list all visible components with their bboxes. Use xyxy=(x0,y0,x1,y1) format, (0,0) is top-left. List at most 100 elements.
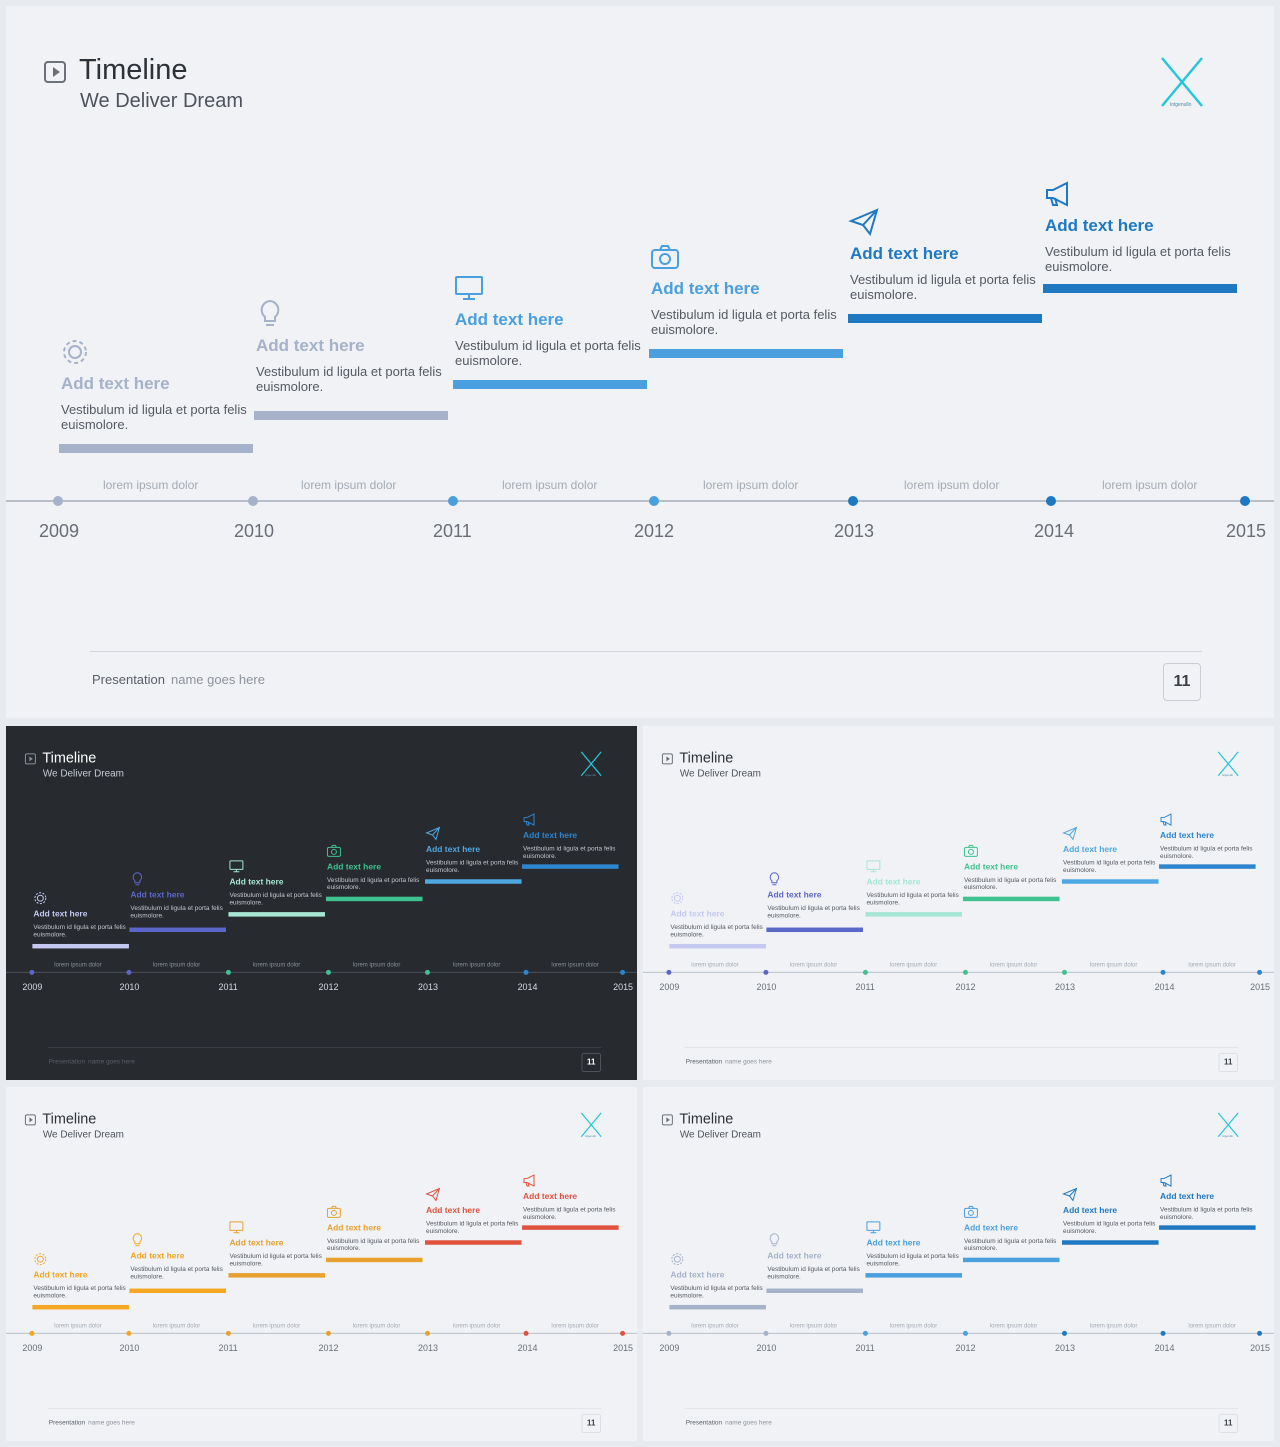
segment-label: lorem ipsum dolor xyxy=(301,478,397,492)
block-description: Vestibulum id ligula et porta felis euis… xyxy=(1160,844,1253,860)
footer-presentation: Presentation xyxy=(685,1057,723,1065)
block-heading: Add text here xyxy=(130,1251,185,1261)
block-bar xyxy=(325,1257,423,1263)
block-bar xyxy=(1062,1240,1159,1245)
block-description: Vestibulum id ligula et porta felis euis… xyxy=(1045,244,1231,274)
block-heading: Add text here xyxy=(326,861,382,872)
block-bar xyxy=(32,943,129,949)
megaphone-icon xyxy=(523,1174,535,1187)
megaphone-icon xyxy=(1160,1174,1172,1187)
timeline-dot xyxy=(523,1330,529,1336)
play-icon[interactable] xyxy=(661,1114,673,1126)
year-label: 2014 xyxy=(1154,1343,1175,1354)
monitor-icon xyxy=(866,1221,881,1234)
slide-stage: Timeline We Deliver Dream lotgenullo Add… xyxy=(6,726,637,1080)
block-heading: Add text here xyxy=(1160,830,1215,840)
block-bar xyxy=(848,314,1042,323)
x-logo-icon xyxy=(1217,751,1239,777)
year-label: 2014 xyxy=(1034,521,1075,541)
slide-subtitle: We Deliver Dream xyxy=(42,1128,124,1140)
block-bar xyxy=(1159,1225,1256,1230)
play-icon[interactable] xyxy=(661,753,673,765)
year-label: 2010 xyxy=(234,521,275,541)
slide-light-multicolor-variant[interactable]: Timeline We Deliver Dream lotgenullo Add… xyxy=(643,726,1274,1080)
year-label: 2010 xyxy=(119,1343,140,1354)
block-description: Vestibulum id ligula et porta felis euis… xyxy=(455,338,641,368)
segment-label: lorem ipsum dolor xyxy=(1089,960,1138,968)
segment-label: lorem ipsum dolor xyxy=(904,478,1000,492)
footer-name: name goes here xyxy=(171,672,265,687)
timeline-dot xyxy=(666,969,672,975)
timeline-dot xyxy=(666,1330,672,1336)
block-heading: Add text here xyxy=(426,1205,481,1215)
timeline-dot xyxy=(620,969,626,975)
slide-subtitle: We Deliver Dream xyxy=(42,767,124,779)
block-heading: Add text here xyxy=(33,1270,88,1280)
block-description: Vestibulum id ligula et porta felis euis… xyxy=(850,272,1036,302)
block-heading: Add text here xyxy=(455,310,564,329)
monitor-icon xyxy=(229,860,244,873)
timeline-dot xyxy=(649,496,659,506)
block-bar xyxy=(59,444,253,453)
block-description: Vestibulum id ligula et porta felis euis… xyxy=(523,844,616,860)
timeline-axis xyxy=(643,971,1274,973)
camera-icon xyxy=(326,1205,341,1218)
block-description: Vestibulum id ligula et porta felis euis… xyxy=(426,858,519,874)
page-number: 11 xyxy=(1163,663,1201,701)
block-description: Vestibulum id ligula et porta felis euis… xyxy=(326,875,420,891)
block-description: Vestibulum id ligula et porta felis euis… xyxy=(963,875,1057,891)
timeline-axis xyxy=(6,971,637,973)
block-heading: Add text here xyxy=(767,1251,822,1261)
slide-warm-variant[interactable]: Timeline We Deliver Dream lotgenullo Add… xyxy=(6,1087,637,1441)
block-description: Vestibulum id ligula et porta felis euis… xyxy=(229,891,322,907)
block-heading: Add text here xyxy=(33,909,88,919)
logo-caption: lotgenullo xyxy=(1222,1134,1233,1138)
block-bar xyxy=(228,912,325,917)
slide-title: Timeline xyxy=(42,749,97,766)
timeline-dot xyxy=(1062,969,1067,975)
gear-icon xyxy=(34,1253,47,1266)
block-description: Vestibulum id ligula et porta felis euis… xyxy=(523,1205,616,1221)
year-label: 2011 xyxy=(855,982,875,993)
timeline-dot xyxy=(325,969,331,975)
block-bar xyxy=(129,1288,226,1294)
year-label: 2013 xyxy=(1055,982,1075,993)
block-bar xyxy=(669,1304,766,1310)
block-bar xyxy=(228,1273,325,1278)
timeline-dot xyxy=(1062,1330,1067,1336)
block-heading: Add text here xyxy=(651,279,760,298)
timeline-dot xyxy=(448,496,458,506)
footer-divider xyxy=(90,651,1202,652)
slide-blue-variant[interactable]: Timeline We Deliver Dream lotgenullo Add… xyxy=(643,1087,1274,1441)
year-label: 2014 xyxy=(517,982,538,993)
block-description: Vestibulum id ligula et porta felis euis… xyxy=(229,1252,322,1268)
year-label: 2009 xyxy=(22,982,43,993)
slide-title: Timeline xyxy=(679,749,734,766)
block-bar xyxy=(129,927,226,933)
segment-label: lorem ipsum dolor xyxy=(1188,960,1236,968)
block-bar xyxy=(962,1257,1060,1263)
slide-dark-variant[interactable]: Timeline We Deliver Dream lotgenullo Add… xyxy=(6,726,637,1080)
block-description: Vestibulum id ligula et porta felis euis… xyxy=(866,891,959,907)
segment-label: lorem ipsum dolor xyxy=(703,478,799,492)
timeline-dot xyxy=(248,496,258,506)
play-icon[interactable] xyxy=(44,61,66,83)
timeline-axis xyxy=(643,1332,1274,1334)
logo-caption: lotgenullo xyxy=(1222,773,1233,777)
lightbulb-icon xyxy=(132,872,142,886)
slide-stage: Timeline We Deliver Dream lotgenullo Add… xyxy=(643,1087,1274,1441)
gear-icon xyxy=(671,892,684,905)
segment-label: lorem ipsum dolor xyxy=(152,1321,201,1329)
timeline-dot xyxy=(962,1330,968,1336)
segment-label: lorem ipsum dolor xyxy=(452,1321,501,1329)
timeline-dot xyxy=(848,496,858,506)
paper-plane-icon xyxy=(1062,1187,1078,1202)
year-label: 2015 xyxy=(1226,521,1267,541)
block-description: Vestibulum id ligula et porta felis euis… xyxy=(963,1236,1057,1252)
x-logo-icon xyxy=(1161,57,1203,107)
paper-plane-icon xyxy=(1062,826,1078,841)
play-icon[interactable] xyxy=(24,1114,36,1126)
slide-main[interactable]: Timeline We Deliver Dream lotgenullo Add… xyxy=(6,6,1274,718)
play-icon[interactable] xyxy=(24,753,36,765)
segment-label: lorem ipsum dolor xyxy=(691,1321,739,1329)
